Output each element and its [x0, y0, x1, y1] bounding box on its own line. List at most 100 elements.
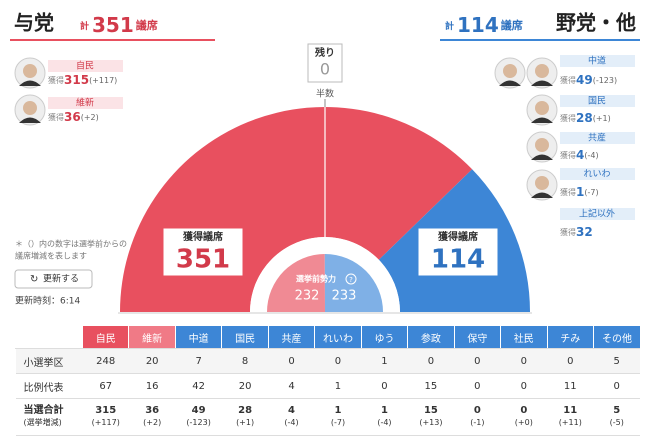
party-seats: 獲得4(-4)	[560, 148, 599, 162]
total-value: 15	[423, 405, 438, 416]
party-seats: 獲得32	[560, 225, 593, 239]
seat-count: 315	[64, 73, 89, 87]
inner-ring	[250, 237, 400, 312]
party-name: 共産	[588, 132, 606, 144]
acquired-short: 獲得	[560, 113, 576, 123]
party-label-bg	[48, 97, 123, 109]
total-label: 計	[445, 20, 454, 32]
update-time: 更新時刻：6:14	[15, 295, 80, 307]
help-mark: ?	[349, 276, 353, 284]
seat-change: (+1)	[593, 114, 611, 123]
cell: 1 (-7)	[314, 398, 362, 436]
refresh-button[interactable]	[14, 269, 93, 289]
seat-count: 28	[576, 111, 593, 125]
party-cards: 自民獲得315(+117)維新獲得36(+2)中道獲得49(-123)国民獲得2…	[14, 55, 635, 239]
seat-change: (+2)	[81, 113, 99, 122]
cell: 15	[407, 373, 455, 399]
total-value: 5	[613, 405, 621, 416]
party-label-bg	[48, 60, 123, 72]
table-row: 比例代表 67 16 42 20 4 1 0 15 0 0 11 0	[15, 373, 640, 399]
acquired-value: 114	[431, 245, 485, 275]
total-row: 当選合計 (選挙増減) 315 (+117) 36 (+2) 49 (-123) 28 (+1) 4…	[15, 398, 640, 436]
column-header: ゆう	[360, 326, 408, 349]
column-header: 中道	[174, 326, 222, 349]
cell: 0	[547, 348, 594, 374]
total-sublabel: (選挙増減)	[23, 418, 62, 427]
seat-change: (-7)	[584, 188, 598, 197]
total-change: (-5)	[609, 418, 624, 427]
acquired-label: 獲得議席	[183, 230, 223, 243]
ruling-underline	[10, 39, 215, 41]
ruling-title: 与党	[14, 11, 54, 35]
acquired-short: 獲得	[48, 75, 64, 85]
total-change: (+13)	[419, 418, 443, 427]
column-header: チみ	[546, 326, 594, 349]
avatar-face	[535, 101, 549, 115]
cell: 0	[500, 373, 548, 399]
column-header: 参政	[407, 326, 455, 349]
acquired-label: 獲得議席	[438, 230, 478, 243]
note: ＊（）内の数字は選挙前からの	[15, 239, 127, 249]
total-label: 当選合計	[23, 405, 64, 416]
refresh-icon: ↻	[30, 274, 38, 285]
acquired-short: 獲得	[560, 227, 576, 237]
total-change: (+0)	[514, 418, 533, 427]
party-name: 中道	[588, 55, 606, 67]
avatar-body	[499, 80, 521, 86]
results-table: 自民 維新 中道 国民 共産 れいわ ゆう 参政 保守 社民 チみ その他 小選挙区 248 20 7 8 0 0 1…	[15, 326, 640, 436]
party-seats: 獲得315(+117)	[48, 73, 117, 87]
column-header: 維新	[128, 326, 176, 349]
cell: 36 (+2)	[128, 398, 176, 436]
cell: 49 (-123)	[175, 398, 222, 436]
cell: 11	[547, 373, 594, 399]
cell: 11 (+11)	[547, 398, 594, 436]
help-icon	[345, 273, 357, 285]
total-value: 351	[92, 13, 134, 37]
cell: 1	[361, 348, 408, 374]
column-header: 国民	[221, 326, 269, 349]
party-name: 上記以外	[579, 208, 615, 220]
total-value: 11	[563, 405, 578, 416]
party-name: 国民	[588, 96, 606, 107]
cell: 0	[268, 348, 315, 374]
cell: 1	[314, 373, 362, 399]
column-header: 保守	[453, 326, 501, 349]
party-label-bg	[560, 132, 635, 144]
cell: 1 (-4)	[361, 398, 408, 436]
pre-ruling	[267, 254, 325, 312]
total-change: (+2)	[143, 418, 162, 427]
total-value: 1	[380, 405, 388, 416]
cell: 315 (+117)	[82, 398, 129, 436]
cell: 0	[593, 373, 640, 399]
seat-change: (+117)	[89, 76, 117, 85]
avatar-body	[531, 154, 553, 160]
seat-board: 与党 計 351 議席 計 114 議席 野党・他 残り 0 半数 選挙前勢力 ?232 2…	[10, 11, 640, 314]
cell: 0 (-1)	[454, 398, 501, 436]
seat-change: (-4)	[584, 151, 598, 160]
seat-count: 1	[576, 185, 584, 199]
avatar-face	[535, 64, 549, 78]
opposition-underline	[440, 39, 640, 41]
total-change: (+117)	[91, 418, 120, 427]
total-change: (-1)	[470, 418, 485, 427]
column-header: 共産	[267, 326, 315, 349]
remaining-value: 0	[320, 60, 330, 79]
party-name: 維新	[76, 97, 94, 109]
total-value: 28	[238, 405, 253, 416]
table-row: 小選挙区 248 20 7 8 0 0 1 0 0 0 0 5	[15, 348, 640, 374]
corner	[15, 326, 83, 349]
total-value: 315	[95, 405, 117, 416]
total-value: 36	[145, 405, 160, 416]
cell: 28 (+1)	[221, 398, 269, 436]
remaining-label: 残り	[315, 46, 335, 59]
total-change: (-123)	[186, 418, 211, 427]
row-label: 小選挙区	[15, 348, 83, 374]
cell: 0 (+0)	[500, 398, 548, 436]
total-unit: 議席	[501, 18, 523, 32]
cell: 67	[82, 373, 129, 399]
cell: 0	[454, 373, 501, 399]
acquired-value: 351	[176, 245, 230, 275]
cell: 4 (-4)	[268, 398, 315, 436]
ruling-total: 計 351 議席	[80, 13, 158, 37]
